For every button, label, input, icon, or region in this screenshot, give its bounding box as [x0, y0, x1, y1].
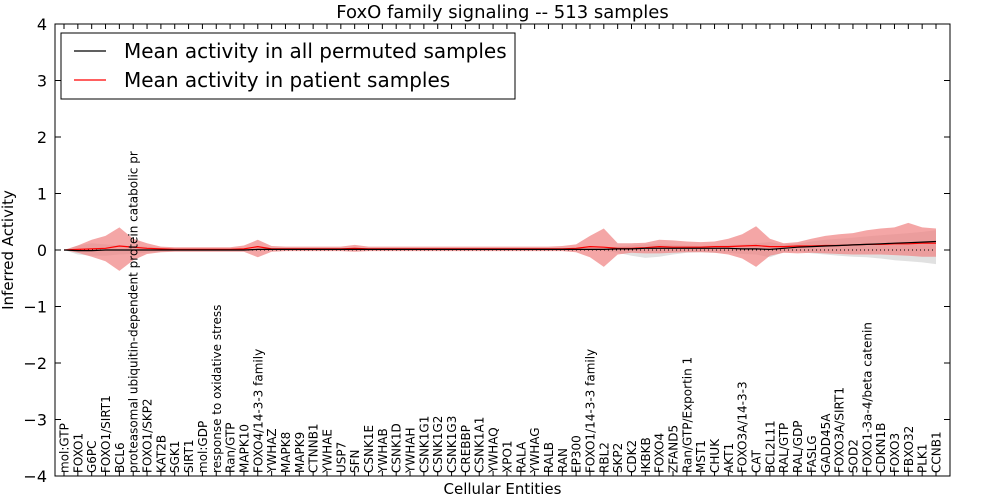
x-tick-label: proteasomal ubiquitin-dependent protein …: [127, 151, 141, 473]
x-tick-label: FOXO1/SIRT1: [99, 395, 113, 473]
x-tick-label: CSNK1G2: [431, 416, 445, 473]
chart-title: FoxO family signaling -- 513 samples: [336, 2, 668, 23]
y-tick-label: 3: [37, 72, 47, 91]
y-tick-label: 1: [37, 185, 47, 204]
x-tick-label: GADD45A: [819, 413, 833, 473]
x-tick-label: CSNK1G1: [417, 416, 431, 473]
x-tick-label: SGK1: [168, 441, 182, 473]
x-tick-label: RALA: [514, 441, 528, 473]
x-tick-label: YWHAE: [321, 429, 335, 474]
x-tick-label: CSNK1E: [362, 425, 376, 473]
x-tick-label: RAN: [556, 448, 570, 473]
x-tick-label: AKT1: [722, 443, 736, 473]
x-tick-label: FOXO1-3a-4/beta catenin: [860, 322, 874, 473]
x-tick-label: SIRT1: [182, 439, 196, 473]
x-tick-label: SFN: [348, 450, 362, 474]
x-axis-title: Cellular Entities: [444, 480, 562, 498]
x-tick-label: FOXO4/14-3-3 family: [251, 349, 265, 473]
x-tick-label: mol:GTP: [58, 423, 72, 473]
y-tick-label: 2: [37, 128, 47, 147]
x-tick-label: YWHAH: [404, 428, 418, 474]
x-tick-label: CSNK1A1: [473, 417, 487, 473]
x-tick-label: Ran/GTP/Exportin 1: [680, 357, 694, 473]
y-axis: 4 3 2 1 0 −1 −2 −3 −4: [23, 15, 950, 486]
x-tick-label: RALB: [542, 442, 556, 473]
x-tick-label: FOXO4: [653, 433, 667, 473]
confidence-bands: [64, 222, 936, 271]
legend-label-permuted: Mean activity in all permuted samples: [124, 39, 507, 63]
x-tick-label: Ran/GTP: [224, 422, 238, 473]
y-tick-label: −1: [23, 298, 47, 317]
legend: Mean activity in all permuted samples Me…: [60, 32, 516, 100]
x-axis: mol:GTP FOXO1 G6PC FOXO1/SIRT1 BCL6 proteasom…: [58, 24, 944, 476]
x-tick-label: YWHAZ: [265, 428, 279, 474]
x-tick-label: CREBBP: [459, 425, 473, 473]
x-tick-label: FBXO32: [902, 426, 916, 473]
x-tick-label: IKBKB: [639, 437, 653, 473]
x-tick-label: FOXO3A/14-3-3: [736, 381, 750, 473]
legend-box: [60, 32, 516, 100]
x-tick-label: XPO1: [500, 440, 514, 473]
x-tick-label: FOXO3A/SIRT1: [833, 387, 847, 473]
x-tick-label: mol:GDP: [196, 421, 210, 473]
x-tick-label: SOD2: [847, 439, 861, 473]
y-tick-label: −2: [23, 354, 47, 373]
y-tick-label: 0: [37, 241, 47, 260]
x-tick-label: RBL2: [597, 442, 611, 473]
line-permuted: [63, 240, 937, 252]
x-tick-label: MAPK10: [237, 424, 251, 473]
x-tick-label: EP300: [570, 435, 584, 473]
x-tick-label: CCNB1: [930, 431, 944, 473]
x-tick-label: MST1: [694, 440, 708, 473]
x-tick-label: RAL/GDP: [791, 420, 805, 473]
x-tick-label: YWHAB: [376, 428, 390, 474]
legend-label-patient: Mean activity in patient samples: [124, 68, 450, 92]
x-tick-label: SKP2: [611, 443, 625, 473]
x-tick-label: FOXO1/14-3-3 family: [584, 349, 598, 473]
x-tick-label: FOXO1: [71, 433, 85, 473]
y-tick-label: −4: [23, 467, 47, 486]
x-tick-label: MAPK8: [279, 432, 293, 473]
x-tick-label: MAPK9: [293, 432, 307, 473]
x-tick-label: YWHAQ: [487, 427, 501, 474]
x-tick-label: FOXO3: [888, 433, 902, 473]
x-tick-label: CHUK: [708, 438, 722, 473]
x-tick-label: CDK2: [625, 440, 639, 473]
x-tick-label: response to oxidative stress: [210, 305, 224, 473]
x-tick-label: ZFAND5: [667, 425, 681, 473]
band-patient: [64, 222, 936, 271]
x-tick-label: RAL/GTP: [777, 423, 791, 473]
x-tick-label: CSNK1D: [390, 423, 404, 473]
x-tick-label: CAT: [750, 449, 764, 473]
x-tick-label: PLK1: [916, 444, 930, 473]
y-tick-label: −3: [23, 411, 47, 430]
y-axis-title: Inferred Activity: [0, 190, 17, 310]
x-tick-label: BCL2L11: [763, 420, 777, 473]
y-tick-label: 4: [37, 15, 47, 34]
x-tick-label: BCL6: [113, 442, 127, 473]
x-tick-label: CTNNB1: [307, 423, 321, 473]
x-tick-label: CDKN1B: [874, 423, 888, 473]
x-tick-label: YWHAG: [528, 427, 542, 474]
x-tick-label: KAT2B: [154, 435, 168, 473]
series-lines: [63, 240, 937, 252]
x-tick-label: USP7: [334, 442, 348, 473]
x-tick-label: G6PC: [85, 440, 99, 473]
x-tick-label: CSNK1G3: [445, 416, 459, 473]
x-tick-label: FASLG: [805, 435, 819, 473]
x-tick-label: FOXO1/SKP2: [141, 398, 155, 473]
